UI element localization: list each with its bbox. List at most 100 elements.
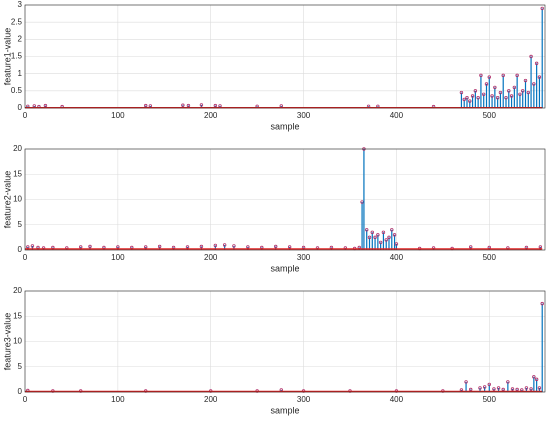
stem	[518, 92, 522, 108]
stem-marker	[144, 245, 148, 249]
stem-marker	[26, 245, 30, 249]
stem-marker	[157, 244, 162, 249]
stem	[482, 92, 486, 108]
x-tick-label: 100	[111, 395, 125, 404]
stem	[540, 6, 544, 108]
stem	[468, 99, 472, 108]
y-axis-label: feature3-value	[2, 313, 12, 371]
stem	[498, 90, 503, 108]
stem-marker	[490, 94, 494, 98]
stem-marker	[199, 244, 204, 249]
y-axis-label: feature2-value	[2, 171, 12, 229]
stem-marker	[529, 54, 533, 59]
stem-marker	[501, 387, 505, 392]
x-tick-label: 500	[483, 111, 497, 120]
stem-marker	[43, 103, 48, 108]
stem-marker	[287, 245, 292, 249]
y-tick-label: 15	[13, 311, 22, 320]
stem-marker	[30, 244, 35, 248]
stem-marker	[473, 89, 478, 93]
stem-marker	[529, 387, 533, 391]
y-tick-label: 1	[18, 69, 23, 78]
stem	[373, 235, 377, 250]
stem-marker	[515, 73, 519, 78]
stem	[487, 75, 491, 108]
stem	[459, 90, 464, 108]
stem	[476, 95, 480, 108]
y-tick-label: 0	[18, 103, 23, 112]
stem-marker	[538, 245, 543, 249]
stem-marker	[367, 235, 372, 240]
stem-marker	[378, 240, 383, 245]
stem-marker	[459, 90, 464, 95]
stem	[487, 382, 491, 392]
stem	[534, 377, 539, 392]
stem	[509, 94, 514, 108]
stem-marker	[540, 301, 544, 306]
stem-marker	[381, 230, 386, 235]
stem	[390, 228, 394, 250]
x-tick-label: 300	[297, 253, 311, 262]
stem	[501, 73, 505, 108]
stem-marker	[479, 73, 483, 78]
stem-marker	[462, 97, 466, 102]
y-tick-label: 10	[13, 337, 22, 346]
stem-marker	[185, 245, 190, 249]
stem	[479, 73, 483, 108]
x-tick-label: 0	[23, 395, 28, 404]
stem	[532, 375, 536, 392]
stem	[365, 228, 369, 250]
stem-marker	[181, 103, 185, 107]
axes-box	[24, 290, 546, 393]
y-tick-label: 20	[13, 286, 22, 295]
y-axis-label: feature1-value	[2, 28, 12, 86]
x-tick-label: 500	[483, 395, 497, 404]
stem	[381, 230, 386, 250]
stem-marker	[464, 380, 468, 384]
axes-box	[24, 4, 546, 109]
stem-marker	[506, 380, 510, 384]
stem-marker	[468, 99, 472, 103]
stem	[370, 230, 374, 250]
stem-marker	[532, 82, 536, 86]
x-tick-label: 500	[483, 253, 497, 262]
stem-marker	[144, 103, 148, 108]
stem	[387, 235, 391, 250]
stem	[504, 95, 508, 108]
stem-marker	[186, 103, 191, 108]
stem-marker	[246, 245, 250, 249]
stem-marker	[498, 90, 503, 95]
x-axis-label: sample	[270, 121, 299, 131]
y-tick-label: 2	[18, 34, 23, 43]
x-axis-label: sample	[270, 263, 299, 273]
stem	[490, 94, 494, 108]
y-tick-label: 1.5	[11, 52, 23, 61]
stem-marker	[524, 386, 529, 390]
stem-marker	[478, 386, 482, 390]
stem	[462, 97, 466, 108]
x-tick-label: 300	[297, 395, 311, 404]
stem-marker	[509, 94, 514, 98]
stem-marker	[487, 382, 491, 387]
y-tick-label: 0	[18, 387, 23, 396]
x-tick-label: 400	[390, 395, 404, 404]
stem-marker	[213, 103, 218, 108]
x-tick-label: 0	[23, 111, 28, 120]
stem-marker	[482, 385, 487, 389]
stem-marker	[232, 244, 236, 248]
stem-marker	[387, 235, 391, 240]
y-tick-label: 20	[13, 144, 22, 153]
stem-marker	[493, 85, 497, 90]
x-tick-label: 200	[204, 395, 218, 404]
x-tick-label: 200	[204, 111, 218, 120]
stem	[464, 380, 468, 392]
stem	[515, 73, 519, 108]
y-tick-label: 2.5	[11, 17, 23, 26]
stem	[534, 61, 539, 108]
y-tick-label: 5	[18, 362, 23, 371]
stem-marker	[532, 375, 536, 379]
stem-marker	[469, 245, 473, 249]
stem-marker	[496, 386, 501, 390]
stem-marker	[521, 89, 525, 93]
stem-marker	[482, 92, 486, 96]
